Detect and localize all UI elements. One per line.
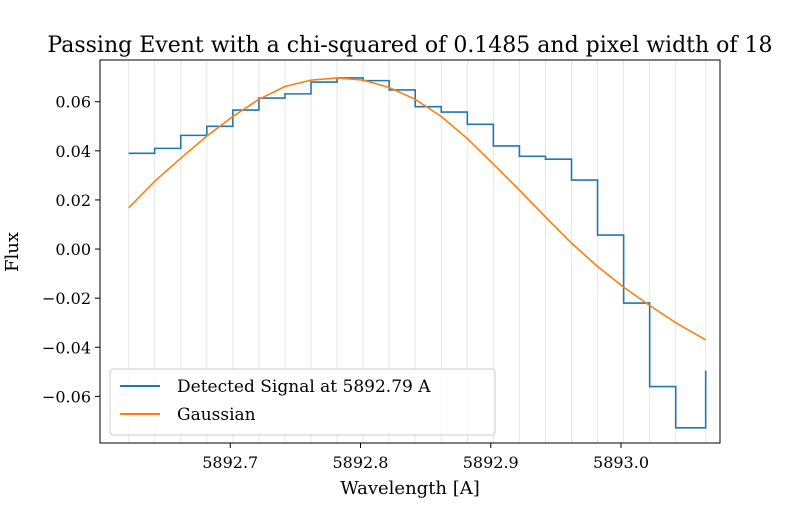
plot-frame xyxy=(99,59,721,444)
series-line-2 xyxy=(128,77,707,341)
legend-label-1: Detected Signal at 5892.79 A xyxy=(177,377,431,397)
y-tick-label-6: 0.06 xyxy=(55,93,91,112)
y-tick-label-0: −0.06 xyxy=(42,387,91,406)
legend-label-2: Gaussian xyxy=(177,405,256,425)
legend: Detected Signal at 5892.79 A Gaussian xyxy=(109,368,496,436)
y-axis-ticks: −0.06 −0.04 −0.02 0.00 0.02 0.04 0.06 xyxy=(42,93,100,406)
x-tick-label-1: 5892.8 xyxy=(333,453,389,472)
y-tick-label-1: −0.04 xyxy=(42,338,91,357)
x-axis-ticks: 5892.7 5892.8 5892.9 5893.0 xyxy=(202,443,649,472)
y-tick-label-4: 0.02 xyxy=(55,191,91,210)
series-layer xyxy=(128,77,707,429)
x-tick-label-0: 5892.7 xyxy=(202,453,258,472)
x-axis-label: Wavelength [A] xyxy=(340,478,480,499)
y-tick-label-5: 0.04 xyxy=(55,142,91,161)
x-tick-label-2: 5892.9 xyxy=(463,453,519,472)
y-tick-label-3: 0.00 xyxy=(55,240,91,259)
chart-title: Passing Event with a chi-squared of 0.14… xyxy=(47,33,772,58)
y-axis-label: Flux xyxy=(2,232,23,272)
legend-box xyxy=(109,368,496,436)
x-tick-label-3: 5893.0 xyxy=(593,453,649,472)
y-tick-label-2: −0.02 xyxy=(42,289,91,308)
series-line-1 xyxy=(128,77,707,429)
